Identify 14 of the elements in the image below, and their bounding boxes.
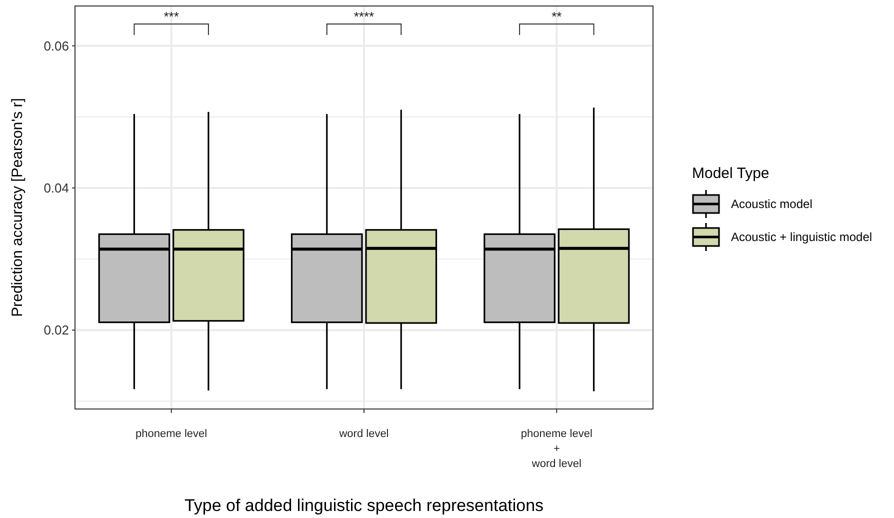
legend-label: Acoustic model [731,197,812,212]
annotation: **** [354,9,374,24]
legend-label: Acoustic + linguistic model [731,230,872,244]
annotation: ** [552,9,562,24]
x-axis-title: Type of added linguistic speech representations [184,496,544,515]
y-tick-label: 0.06 [44,38,69,54]
legend-title: Model Type [692,165,770,182]
x-tick-label: word level [338,428,389,440]
x-tick-label: phoneme level [136,428,208,440]
y-tick-label: 0.02 [44,322,69,338]
y-axis-title: Prediction accuracy [Pearson's r] [9,98,26,317]
x-tick-label: phoneme level + word level [520,428,592,470]
y-tick-label: 0.04 [44,180,69,196]
annotation: *** [164,9,179,24]
